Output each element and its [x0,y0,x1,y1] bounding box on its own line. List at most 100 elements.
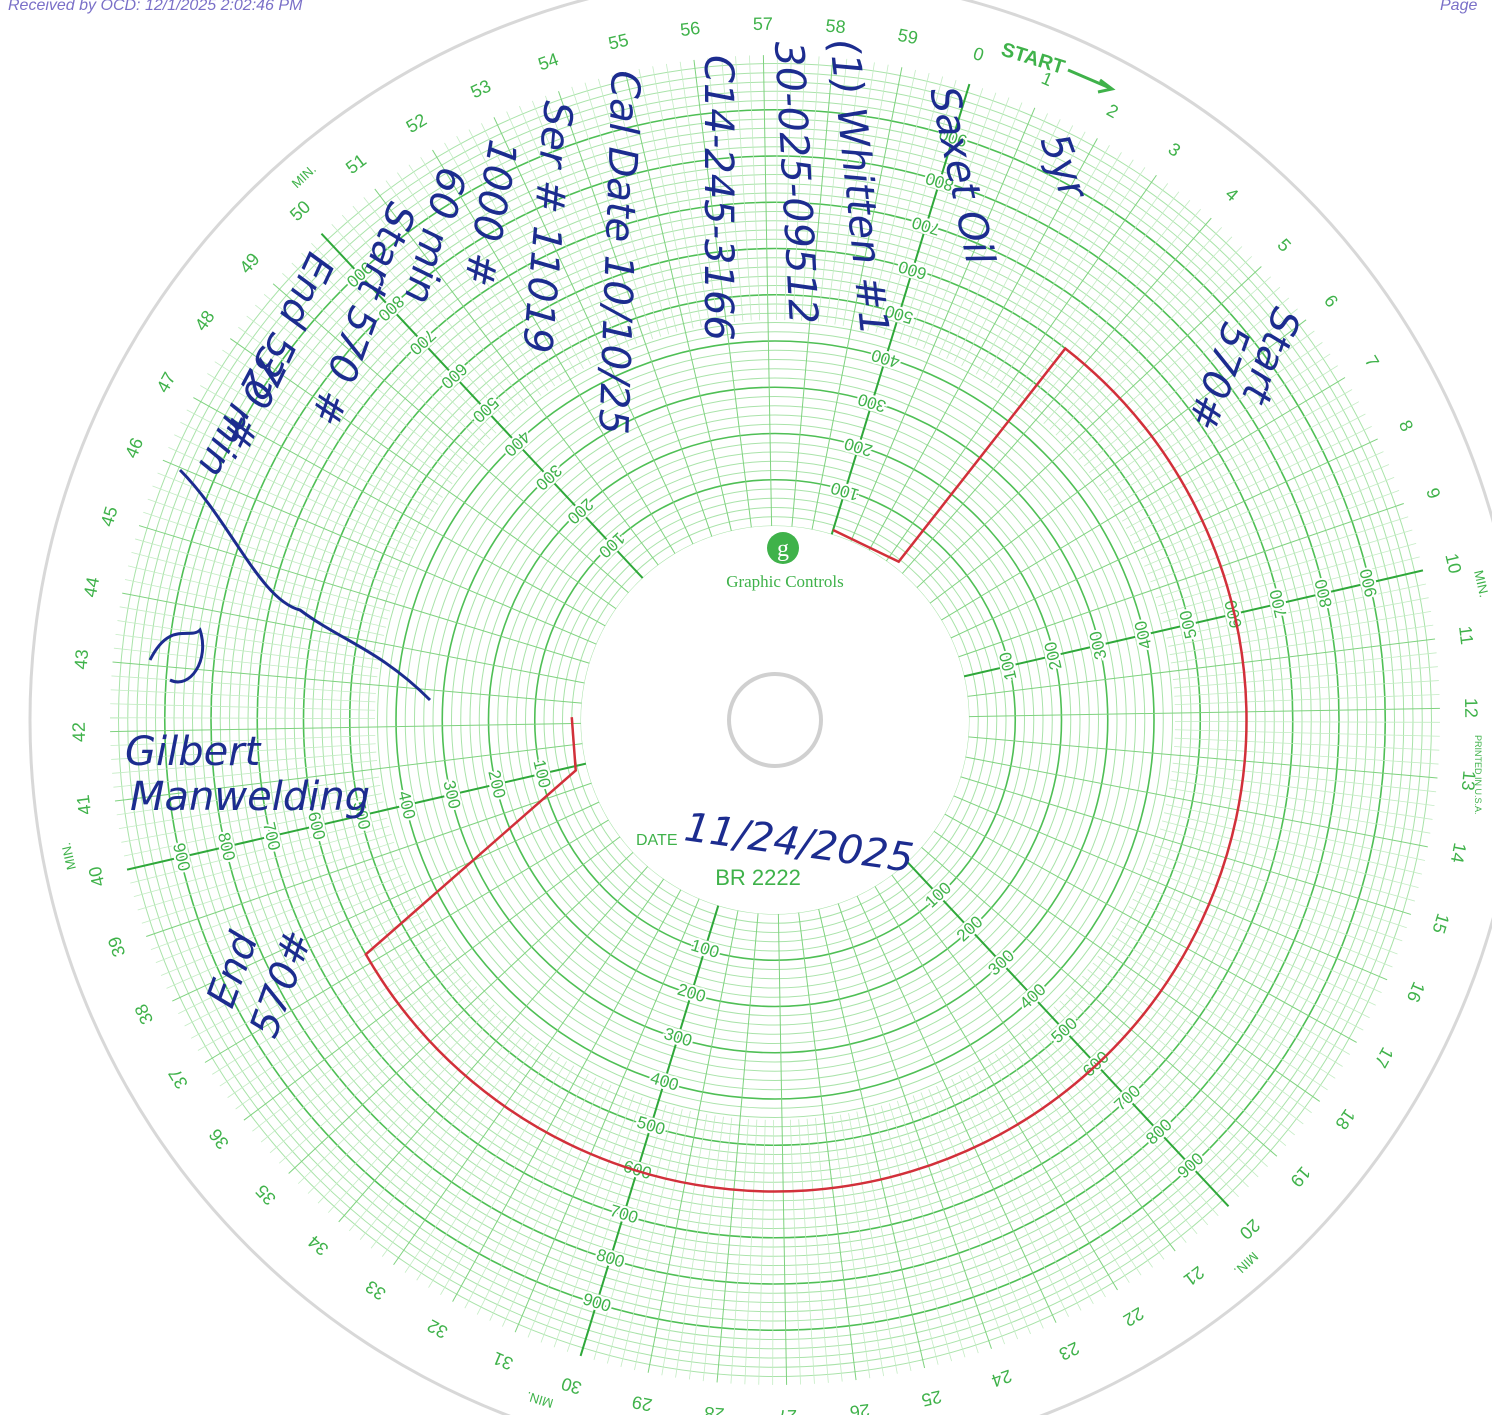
sub-minute-line [1059,1000,1249,1188]
sub-minute-line [1166,583,1427,639]
sub-minute-line [880,1105,952,1362]
minute-line [112,661,582,704]
sub-minute-line [263,294,468,465]
minute-line [138,525,590,664]
sub-minute-line [584,82,662,337]
sub-minute-line [1065,994,1259,1178]
sub-minute-line [973,1066,1106,1298]
sub-minute-line [1150,490,1400,583]
grid-ring [145,90,1405,1350]
sub-minute-line [912,1095,1005,1345]
sub-minute-line [160,873,406,976]
sub-minute-line [961,131,1086,367]
grid-ring [506,451,1044,989]
sub-minute-line [1140,451,1384,559]
sub-minute-line [113,760,378,788]
sub-minute-line [180,421,418,542]
sub-minute-line [1030,208,1201,413]
sub-minute-line [141,841,395,924]
minute-line [172,801,600,1002]
minute-line [791,57,834,527]
grid-ring [229,174,1321,1266]
minute-label: 43 [71,648,93,670]
sub-minute-line [834,62,875,325]
sub-minute-line [665,63,711,326]
minute-line [958,503,1404,658]
sub-minute-line [111,675,376,694]
grid-ring [497,442,1053,998]
minute-line [906,861,1230,1208]
minute-line [850,107,1036,542]
grid-ring [155,100,1395,1340]
sub-minute-line [997,167,1146,388]
sub-minute-line [381,1042,540,1257]
minute-line [579,905,720,1357]
sub-minute-line [1174,729,1440,737]
sub-minute-line [1022,1034,1187,1243]
sub-minute-line [115,633,379,669]
sub-minute-line [936,1085,1044,1329]
sub-minute-line [611,75,678,333]
sub-minute-line [1155,516,1409,599]
sub-minute-line [311,242,497,434]
sub-minute-line [702,1117,733,1382]
sub-minute-line [1164,812,1422,875]
center-hole [727,672,823,768]
sub-minute-line [1128,906,1364,1031]
sub-minute-line [359,1032,526,1240]
sub-minute-line [190,911,424,1039]
sub-minute-line [896,1100,979,1354]
sub-minute-line [883,80,957,336]
sub-minute-line [789,1119,801,1385]
sub-minute-line [1072,276,1272,454]
sub-minute-line [856,1111,912,1372]
sub-minute-line [506,111,614,355]
minute-line [830,83,971,535]
sub-minute-line [1126,401,1360,529]
sub-minute-line [385,180,542,396]
sub-minute-line [420,157,563,382]
sub-minute-line [1055,246,1243,436]
sub-minute-line [481,123,599,362]
sub-minute-line [1099,330,1315,487]
minute-line [762,55,773,527]
grid-ring [432,377,1118,1063]
minute-line [288,851,634,1174]
minute-label: 25 [920,1386,944,1410]
sub-minute-line [593,1104,667,1360]
sub-minute-line [150,857,400,950]
minute-line [777,913,788,1385]
grid-ring [247,192,1303,1248]
sub-minute-line [1165,804,1426,861]
form-number: BR 2222 [715,865,801,890]
grid-ring [478,423,1072,1017]
minute-label: 11 [1455,625,1477,646]
minute-line [885,174,1157,562]
logo-circle [767,532,799,564]
note-line: Gilbert [125,729,262,775]
sub-minute-line [222,349,443,498]
minute-line [953,795,1388,981]
sub-minute-line [1108,353,1331,501]
grid-ring [377,322,1173,1118]
sub-minute-line [428,1061,567,1288]
grid-ring [367,312,1183,1128]
grid-ring [127,72,1423,1368]
grid-ring [469,414,1081,1026]
sub-minute-line [867,73,930,331]
sub-minute-line [1053,1006,1239,1198]
sub-minute-line [255,304,463,471]
signature [178,468,432,702]
sub-minute-line [975,145,1110,375]
note-line: C14-245-3166 [695,55,741,341]
sub-minute-line [801,56,820,321]
sub-minute-line [301,252,491,440]
sub-minute-line [331,223,509,423]
minute-line [818,908,926,1369]
sub-minute-line [966,1071,1094,1305]
sub-minute-line [744,1119,758,1385]
minute-line [933,830,1321,1102]
sub-minute-line [197,918,429,1051]
sub-minute-line [606,1106,675,1364]
grid-ring [525,470,1025,970]
